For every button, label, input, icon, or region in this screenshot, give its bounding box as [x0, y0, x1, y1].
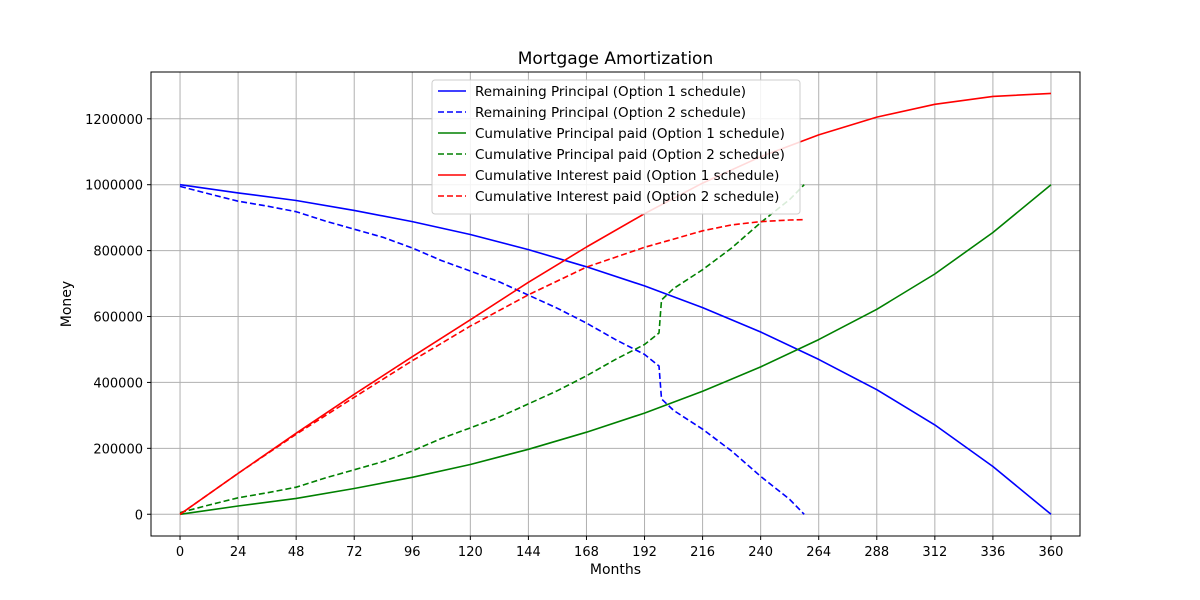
x-tick-label: 240 [748, 545, 773, 560]
x-tick-label: 360 [1039, 545, 1064, 560]
x-tick-label: 288 [864, 545, 889, 560]
x-tick-label: 48 [288, 545, 305, 560]
series-line-3 [179, 184, 1052, 516]
series-line-4 [179, 184, 805, 514]
y-tick-label: 1000000 [85, 179, 143, 194]
series-line-1 [179, 183, 1052, 515]
legend-label-3: Cumulative Principal paid (Option 1 sche… [475, 126, 785, 142]
series-line-2 [179, 185, 805, 515]
y-tick-label: 800000 [93, 245, 143, 260]
legend-label-2: Remaining Principal (Option 2 schedule) [475, 105, 746, 121]
legend-label-5: Cumulative Interest paid (Option 1 sched… [475, 168, 779, 184]
series-layer [179, 92, 1052, 516]
x-tick-label: 336 [980, 545, 1005, 560]
x-tick-label: 72 [346, 545, 363, 560]
series-line-5 [179, 92, 1052, 515]
x-tick-label: 24 [230, 545, 247, 560]
y-tick-label: 1200000 [85, 113, 143, 128]
y-tick-label: 0 [135, 508, 143, 523]
legend: Remaining Principal (Option 1 schedule) R… [431, 79, 801, 215]
plot-frame [150, 71, 1081, 537]
legend-label-1: Remaining Principal (Option 1 schedule) [475, 84, 746, 100]
x-tick-label: 312 [922, 545, 947, 560]
y-tick-label: 600000 [93, 311, 143, 326]
y-tick-label: 400000 [93, 376, 143, 391]
x-tick-label: 120 [458, 545, 483, 560]
x-tick-label: 168 [574, 545, 599, 560]
x-tick-label: 264 [806, 545, 831, 560]
legend-box [431, 79, 801, 215]
x-tick-label: 216 [690, 545, 715, 560]
x-tick-label: 144 [516, 545, 541, 560]
y-tick-label: 200000 [93, 442, 143, 457]
tick-layer: 0 24 48 72 96 120 144 168 192 216 240 264 288 312 336 3… [85, 113, 1063, 560]
x-axis-title: Months [590, 562, 641, 578]
y-axis-title: Money [59, 281, 75, 327]
x-tick-label: 96 [404, 545, 421, 560]
legend-label-4: Cumulative Principal paid (Option 2 sche… [475, 147, 785, 163]
x-tick-label: 192 [632, 545, 657, 560]
legend-label-6: Cumulative Interest paid (Option 2 sched… [475, 189, 779, 205]
chart-title: Mortgage Amortization [518, 49, 713, 69]
series-line-6 [179, 218, 805, 515]
x-tick-label: 0 [176, 545, 184, 560]
